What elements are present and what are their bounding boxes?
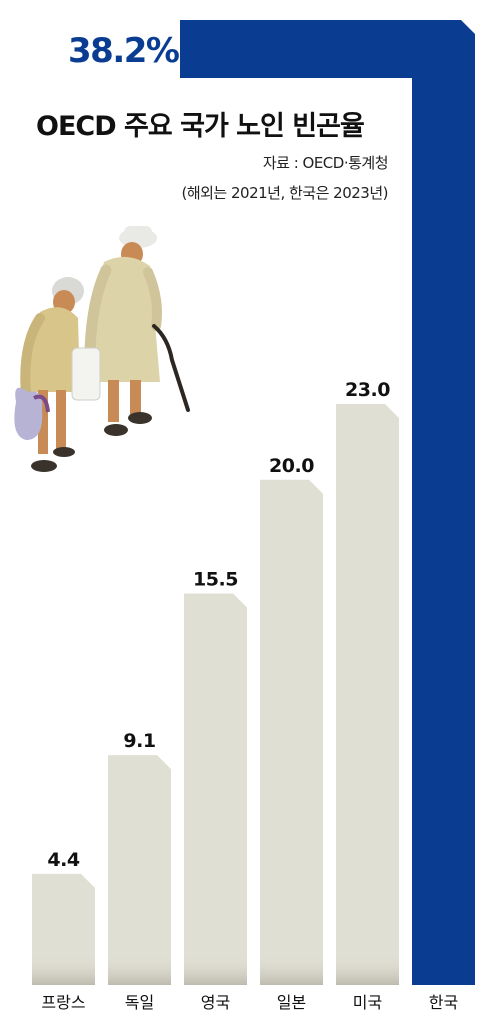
- bar-4: [336, 403, 399, 985]
- bar-4-shade: [336, 955, 399, 985]
- value-label-3: 20.0: [269, 455, 314, 477]
- bar-0-shade: [32, 955, 95, 985]
- bar-1-shade: [108, 955, 171, 985]
- value-label-0: 4.4: [47, 849, 79, 871]
- category-label-3: 일본: [277, 993, 306, 1012]
- elderly-man-figure: [71, 226, 190, 436]
- elderly-woman-figure: [14, 277, 84, 472]
- bar-3: [260, 479, 323, 985]
- value-label-1: 9.1: [123, 730, 155, 752]
- bar-1: [108, 755, 171, 985]
- source-note: 자료 : OECD·통계청: [262, 154, 389, 172]
- category-label-0: 프랑스: [41, 993, 85, 1012]
- period-note: (해외는 2021년, 한국은 2023년): [181, 184, 388, 202]
- bar-5-highlight: [180, 20, 475, 985]
- bar-2-shade: [184, 955, 247, 985]
- category-label-2: 영국: [201, 993, 230, 1012]
- chart-title: OECD 주요 국가 노인 빈곤율: [36, 111, 365, 142]
- bar-3-shade: [260, 955, 323, 985]
- elderly-couple-illustration: [14, 226, 190, 472]
- value-label-2: 15.5: [193, 568, 238, 590]
- category-label-5: 한국: [429, 993, 458, 1012]
- value-label-5: 38.2%: [68, 31, 179, 71]
- category-label-1: 독일: [125, 993, 154, 1012]
- bar-2: [184, 593, 247, 985]
- category-label-4: 미국: [353, 993, 382, 1012]
- value-label-4: 23.0: [345, 379, 390, 401]
